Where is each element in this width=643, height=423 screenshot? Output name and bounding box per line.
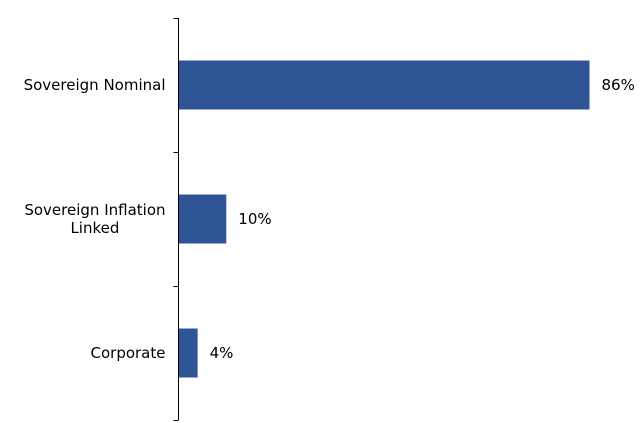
labels-layer: 86% Sovereign Nominal 10% Sovereign Inflati… — [24, 76, 635, 362]
category-label: Sovereign Nominal — [24, 76, 166, 94]
category-label-line: Sovereign Nominal — [24, 76, 166, 94]
category-label: Corporate — [91, 344, 166, 362]
data-label: 4% — [210, 344, 234, 362]
category-label-line: Sovereign Inflation — [24, 201, 165, 219]
y-axis — [173, 18, 179, 421]
bar — [178, 328, 198, 378]
data-label: 10% — [238, 210, 271, 228]
category-label: Sovereign Inflation Linked — [24, 201, 165, 237]
bar — [178, 194, 227, 244]
data-label: 86% — [602, 76, 635, 94]
bars-layer — [178, 60, 590, 378]
category-label-line: Corporate — [91, 344, 166, 362]
category-label-line: Linked — [70, 219, 119, 237]
bar — [178, 60, 590, 110]
